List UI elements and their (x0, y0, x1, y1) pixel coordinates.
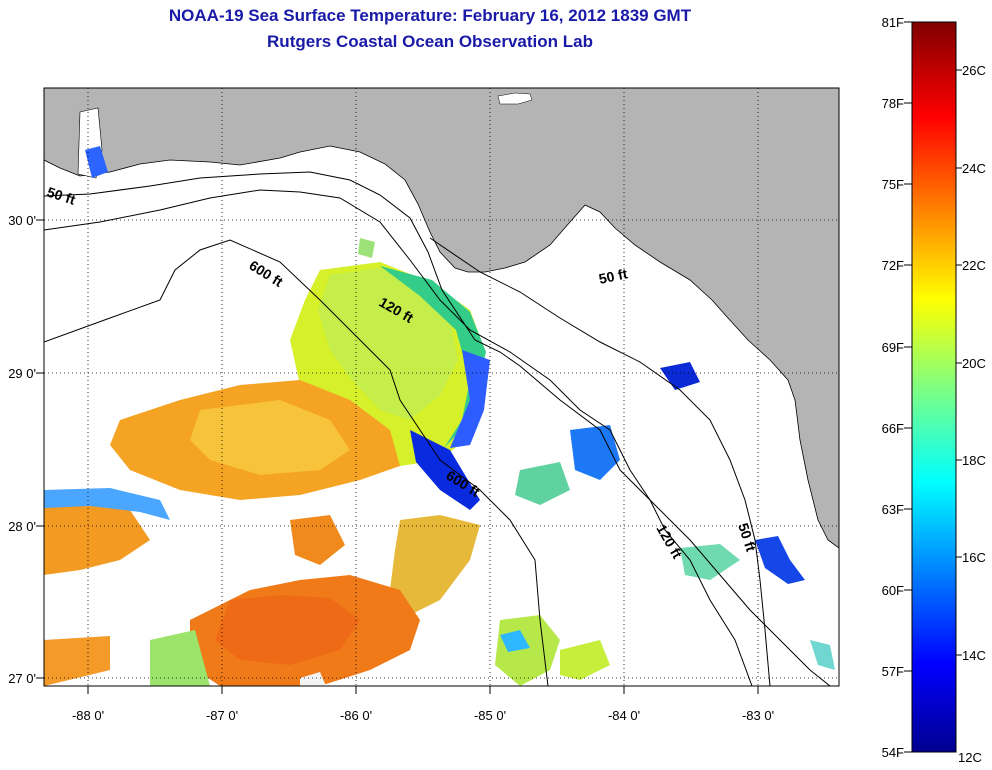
lat-tick-label: 27 0' (8, 671, 36, 686)
colorbar-c-label: 12C (958, 750, 982, 765)
colorbar-c-label: 20C (962, 356, 986, 371)
colorbar-c-label: 16C (962, 550, 986, 565)
lon-tick-label: -83 0' (742, 708, 774, 723)
colorbar-c-label: 14C (962, 648, 986, 663)
colorbar-f-label: 60F (882, 583, 904, 598)
lat-tick-label: 30 0' (8, 213, 36, 228)
colorbar-f-label: 69F (882, 340, 904, 355)
lon-tick-label: -88 0' (72, 708, 104, 723)
map-subtitle: Rutgers Coastal Ocean Observation Lab (267, 32, 593, 51)
colorbar-f-label: 78F (882, 96, 904, 111)
map-title: NOAA-19 Sea Surface Temperature: Februar… (168, 6, 692, 25)
colorbar-c-label: 22C (962, 258, 986, 273)
map-frame (43, 87, 840, 687)
lat-tick-label: 29 0' (8, 366, 36, 381)
sst-data-layer (44, 146, 835, 686)
lon-tick-label: -85 0' (474, 708, 506, 723)
colorbar-f-label: 75F (882, 177, 904, 192)
lat-tick-label: 28 0' (8, 519, 36, 534)
colorbar-f-label: 57F (882, 664, 904, 679)
lon-tick-label: -84 0' (608, 708, 640, 723)
colorbar-f-label: 72F (882, 258, 904, 273)
colorbar-f-label: 54F (882, 745, 904, 760)
land-mass (44, 88, 839, 549)
contour-label-50ft-north: 50 ft (597, 265, 629, 287)
lon-tick-label: -86 0' (340, 708, 372, 723)
colorbar-c-label: 26C (962, 63, 986, 78)
lon-tick-label: -87 0' (206, 708, 238, 723)
colorbar-c-label: 24C (962, 161, 986, 176)
colorbar-c-label: 18C (962, 453, 986, 468)
colorbar-f-label: 81F (882, 15, 904, 30)
temperature-colorbar (911, 21, 957, 753)
colorbar-f-label: 66F (882, 421, 904, 436)
bathymetry-contours (44, 171, 831, 686)
colorbar-f-label: 63F (882, 502, 904, 517)
graticule (44, 88, 839, 686)
